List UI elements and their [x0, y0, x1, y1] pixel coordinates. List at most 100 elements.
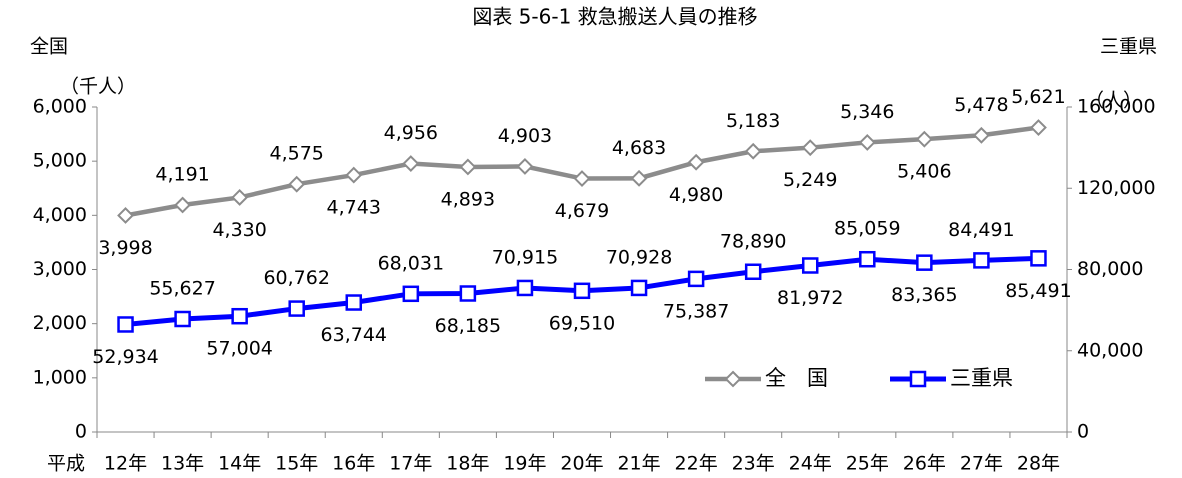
- y-tick-label: 4,000: [33, 204, 87, 226]
- point: [1030, 250, 1047, 267]
- data-label: 4,679: [555, 200, 609, 222]
- data-label: 60,762: [263, 267, 329, 289]
- data-label: 63,744: [321, 324, 387, 346]
- data-label: 68,031: [378, 252, 444, 274]
- x-tick-label: 17年: [389, 453, 432, 475]
- y2-tick-label: 120,000: [1077, 177, 1156, 199]
- data-label: 83,365: [891, 284, 957, 306]
- y-title: 全国: [30, 36, 68, 58]
- point: [516, 279, 534, 297]
- legend-label: 三重県: [950, 366, 1013, 390]
- point: [573, 282, 591, 300]
- data-label: 52,934: [92, 346, 158, 368]
- data-label: 70,915: [492, 246, 558, 268]
- x-tick-label: 12年: [104, 453, 147, 475]
- x-tick-label: 21年: [617, 453, 660, 475]
- point: [459, 285, 477, 302]
- x-tick-label: 15年: [275, 453, 318, 475]
- legend-marker: [724, 370, 742, 388]
- point: [345, 294, 363, 311]
- point: [915, 130, 933, 148]
- legend-marker: [909, 370, 927, 388]
- point: [459, 158, 477, 176]
- data-label: 4,683: [612, 137, 666, 159]
- data-label: 4,980: [669, 184, 723, 206]
- x-tick-label: 25年: [846, 453, 889, 475]
- x-tick-label: 24年: [789, 453, 832, 475]
- point: [972, 126, 990, 144]
- y-tick-label: 0: [75, 421, 87, 443]
- point: [744, 142, 762, 160]
- y-tick-label: 1,000: [33, 366, 87, 388]
- y-tick-label: 2,000: [33, 312, 87, 334]
- data-label: 70,928: [606, 246, 672, 268]
- data-label: 5,406: [897, 161, 951, 183]
- data-label: 68,185: [435, 315, 501, 337]
- data-label: 4,743: [327, 197, 381, 219]
- data-label: 4,191: [155, 163, 209, 185]
- point: [687, 153, 705, 171]
- x-tick-label: 27年: [960, 453, 1003, 475]
- data-label: 4,903: [498, 125, 552, 147]
- x-tick-label: 18年: [446, 453, 489, 475]
- x-tick-label: 23年: [732, 453, 775, 475]
- data-label: 4,330: [212, 219, 266, 241]
- point: [345, 166, 363, 184]
- data-label: 4,893: [441, 188, 495, 210]
- data-label: 57,004: [206, 338, 272, 360]
- x-tick-label: 16年: [332, 453, 375, 475]
- data-label: 78,890: [720, 230, 786, 252]
- y2-title: 三重県: [1100, 36, 1157, 58]
- x-tick-label: 22年: [675, 453, 718, 475]
- data-label: 5,478: [954, 94, 1008, 116]
- point: [859, 250, 876, 268]
- point: [516, 158, 534, 175]
- legend-label: 全 国: [765, 366, 828, 390]
- y-tick-label: 3,000: [33, 258, 87, 280]
- point: [288, 175, 306, 193]
- point: [288, 300, 305, 317]
- y2-tick-label: 160,000: [1077, 96, 1156, 118]
- y-tick-label: 5,000: [33, 150, 87, 172]
- y2-tick-label: 0: [1077, 421, 1089, 443]
- data-label: 5,183: [726, 110, 780, 132]
- data-label: 84,491: [948, 219, 1014, 241]
- data-label: 4,575: [270, 143, 324, 165]
- x-tick-label: 28年: [1017, 453, 1060, 475]
- y2-tick-label: 40,000: [1077, 339, 1143, 361]
- data-label: 69,510: [549, 312, 615, 334]
- data-label: 85,491: [1005, 280, 1071, 302]
- data-label: 81,972: [777, 287, 843, 309]
- point: [573, 170, 591, 187]
- chart-title: 図表 5-6-1 救急搬送人員の推移: [472, 5, 757, 29]
- data-label: 75,387: [663, 300, 729, 322]
- point: [231, 189, 249, 206]
- x-tick-label: 13年: [161, 453, 204, 475]
- y2-unit: （人）: [1085, 90, 1142, 112]
- data-label: 5,621: [1011, 86, 1065, 108]
- point: [687, 270, 705, 288]
- data-label: 85,059: [834, 218, 900, 240]
- y-tick-label: 6,000: [33, 96, 87, 118]
- point: [630, 279, 648, 297]
- point: [801, 257, 819, 274]
- data-label: 4,956: [384, 122, 438, 144]
- point: [801, 139, 819, 157]
- point: [174, 310, 191, 328]
- point: [858, 134, 876, 151]
- point: [402, 155, 420, 172]
- data-label: 5,346: [840, 101, 894, 123]
- point: [1030, 119, 1047, 136]
- point: [973, 252, 990, 269]
- y-unit: （千人）: [60, 76, 136, 98]
- x-tick-label: 19年: [503, 453, 546, 475]
- point: [402, 285, 420, 303]
- y2-tick-label: 80,000: [1077, 258, 1143, 280]
- point: [630, 169, 648, 187]
- point: [744, 263, 762, 281]
- data-label: 5,249: [783, 169, 837, 191]
- point: [117, 316, 134, 333]
- point: [174, 196, 192, 214]
- point: [117, 207, 134, 224]
